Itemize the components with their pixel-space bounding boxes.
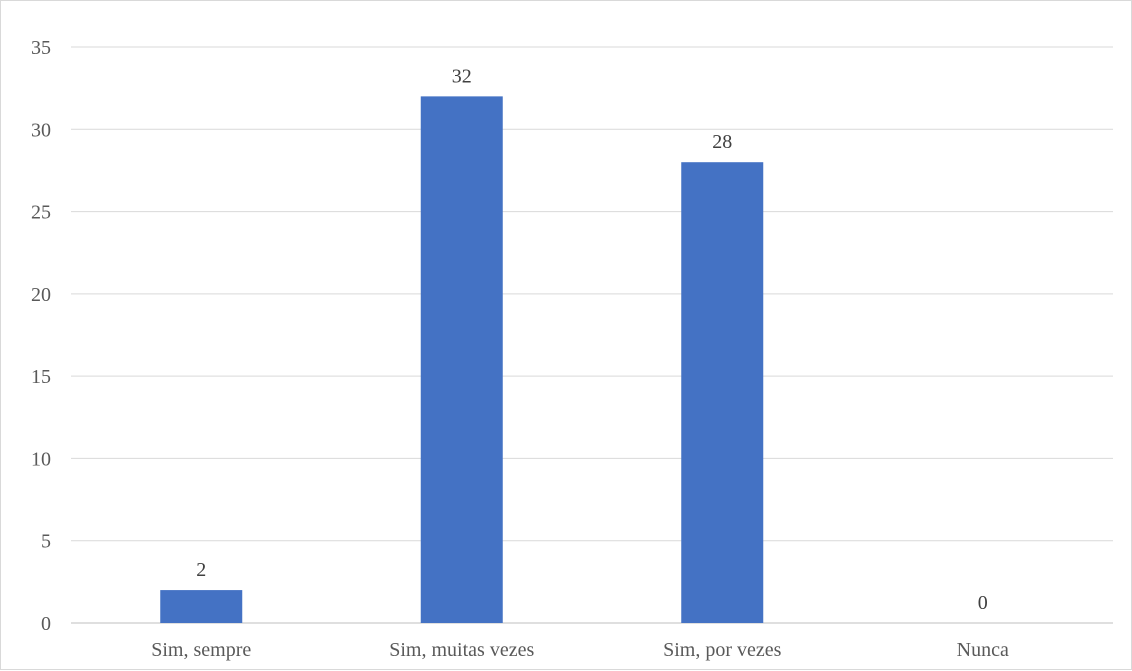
bar (160, 590, 243, 623)
gridlines (71, 46, 1113, 542)
data-label: 2 (196, 559, 206, 581)
data-label: 28 (712, 131, 732, 153)
y-tick-label: 15 (31, 366, 51, 388)
category-label: Sim, sempre (151, 639, 251, 661)
bar (681, 162, 764, 623)
y-tick-label: 5 (41, 531, 51, 553)
y-axis-ticks: 0 5 10 15 20 25 30 35 (31, 37, 51, 635)
data-label: 32 (452, 65, 472, 87)
category-label: Sim, por vezes (663, 639, 782, 661)
y-tick-label: 35 (31, 37, 51, 59)
data-labels: 2 32 28 0 (196, 65, 988, 614)
y-tick-label: 10 (31, 448, 51, 470)
y-tick-label: 20 (31, 284, 51, 306)
category-label: Sim, muitas vezes (389, 639, 534, 661)
data-label: 0 (978, 592, 988, 614)
y-tick-label: 25 (31, 202, 51, 224)
x-axis-categories: Sim, sempre Sim, muitas vezes Sim, por vez… (151, 639, 1009, 661)
y-tick-label: 0 (41, 613, 51, 635)
y-tick-label: 30 (31, 119, 51, 141)
category-label: Nunca (957, 639, 1009, 661)
bar (420, 96, 503, 623)
bars (160, 96, 764, 623)
